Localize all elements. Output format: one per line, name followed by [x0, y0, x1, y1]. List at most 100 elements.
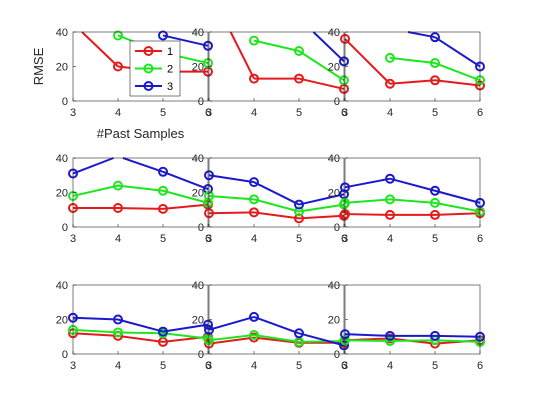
series-3-point-2: [249, 177, 259, 188]
y-tick-label: 40: [328, 27, 340, 39]
series-3-segment: [312, 31, 345, 63]
series-2-segment: [389, 198, 436, 204]
y-tick-label: 40: [192, 27, 204, 39]
series-3-segment: [434, 36, 481, 68]
x-tick-label: 5: [296, 107, 302, 119]
y-tick-label: 40: [192, 280, 204, 292]
series-3-segment: [253, 315, 300, 335]
x-tick-label: 5: [296, 233, 302, 245]
series-1-segment: [117, 207, 164, 210]
series-2-point-3: [430, 197, 440, 208]
series-1-point-3: [430, 209, 440, 220]
series-1-line: [68, 199, 213, 214]
series-2-line: [68, 180, 213, 208]
series-3-segment: [298, 193, 345, 206]
y-tick-label: 40: [192, 153, 204, 165]
series-2-point-2: [113, 327, 123, 338]
y-tick-label: 20: [328, 188, 340, 200]
x-tick-label: 4: [115, 360, 121, 372]
series-1-point-3: [158, 203, 168, 214]
series-3-segment: [344, 333, 391, 337]
series-1-point-2: [385, 209, 395, 220]
x-tick-label: 5: [432, 360, 438, 372]
y-tick-label: 20: [328, 315, 340, 327]
series-2-segment: [298, 340, 345, 343]
x-tick-label: 5: [432, 107, 438, 119]
x-tick-label: 4: [251, 107, 257, 119]
y-tick-label: 20: [328, 62, 340, 74]
series-2-segment: [72, 184, 119, 197]
x-tick-label: 4: [115, 233, 121, 245]
series-2-line: [340, 335, 485, 347]
series-2-segment: [434, 339, 481, 343]
x-tick-label: 3: [206, 107, 212, 119]
series-1-point-2: [385, 78, 395, 89]
x-tick-label: 3: [70, 233, 76, 245]
series-3-line: [204, 311, 349, 351]
series-3-point-3: [158, 30, 168, 41]
x-tick-label: 3: [342, 360, 348, 372]
series-3-segment: [434, 334, 481, 338]
x-tick-label: 3: [342, 233, 348, 245]
series-2-line: [385, 52, 485, 86]
x-tick-label: 6: [205, 233, 211, 245]
y-tick-label: 0: [198, 222, 204, 234]
series-1-line: [229, 31, 349, 94]
series-3-point-3: [430, 32, 440, 43]
axes-box: [344, 284, 481, 355]
series-1-point-2: [113, 203, 123, 214]
x-tick-label: 6: [477, 360, 483, 372]
series-2-segment: [72, 328, 119, 334]
series-1-point-3: [430, 75, 440, 86]
x-tick-label: 6: [205, 360, 211, 372]
series-1-point-2: [249, 207, 259, 218]
series-2-segment: [434, 201, 481, 213]
y-tick-label: 0: [62, 222, 68, 234]
x-tick-label: 6: [477, 233, 483, 245]
x-tick-label: 3: [70, 360, 76, 372]
y-axis-title: RMSE: [31, 47, 46, 85]
legend-entry-label: 3: [167, 81, 173, 93]
x-tick-label: 6: [477, 107, 483, 119]
series-2-segment: [208, 194, 255, 201]
series-3-segment: [253, 181, 300, 206]
series-3-segment: [162, 34, 209, 47]
series-1-segment: [344, 213, 391, 216]
series-2-line: [204, 190, 349, 217]
series-1-segment: [162, 203, 209, 210]
series-3-point-3: [430, 185, 440, 196]
y-tick-label: 40: [56, 27, 68, 39]
x-tick-label: 4: [387, 233, 393, 245]
series-3-line: [68, 312, 213, 337]
series-1-segment: [344, 38, 391, 85]
y-tick-label: 0: [334, 349, 340, 361]
series-3-line: [204, 170, 349, 210]
series-1-line: [340, 33, 485, 91]
x-tick-label: 5: [432, 233, 438, 245]
legend-swatch-marker: [143, 81, 154, 91]
series-2-segment: [208, 334, 255, 342]
y-tick-label: 40: [328, 280, 340, 292]
series-1-segment: [434, 212, 481, 216]
series-3-segment: [298, 332, 345, 347]
legend-entry-label: 1: [167, 46, 173, 58]
x-tick-label: 6: [205, 107, 211, 119]
x-tick-label: 4: [115, 107, 121, 119]
x-tick-label: 6: [341, 107, 347, 119]
series-2-point-2: [113, 30, 123, 41]
series-2-point-3: [294, 45, 304, 56]
series-1-point-2: [113, 61, 123, 72]
series-1-segment: [389, 79, 436, 85]
y-tick-label: 0: [198, 96, 204, 108]
x-tick-label: 4: [251, 233, 257, 245]
series-2-segment: [434, 62, 481, 82]
x-tick-label: 3: [70, 107, 76, 119]
series-1-segment: [253, 336, 300, 344]
series-3-segment: [162, 323, 209, 333]
series-2-segment: [389, 56, 436, 65]
